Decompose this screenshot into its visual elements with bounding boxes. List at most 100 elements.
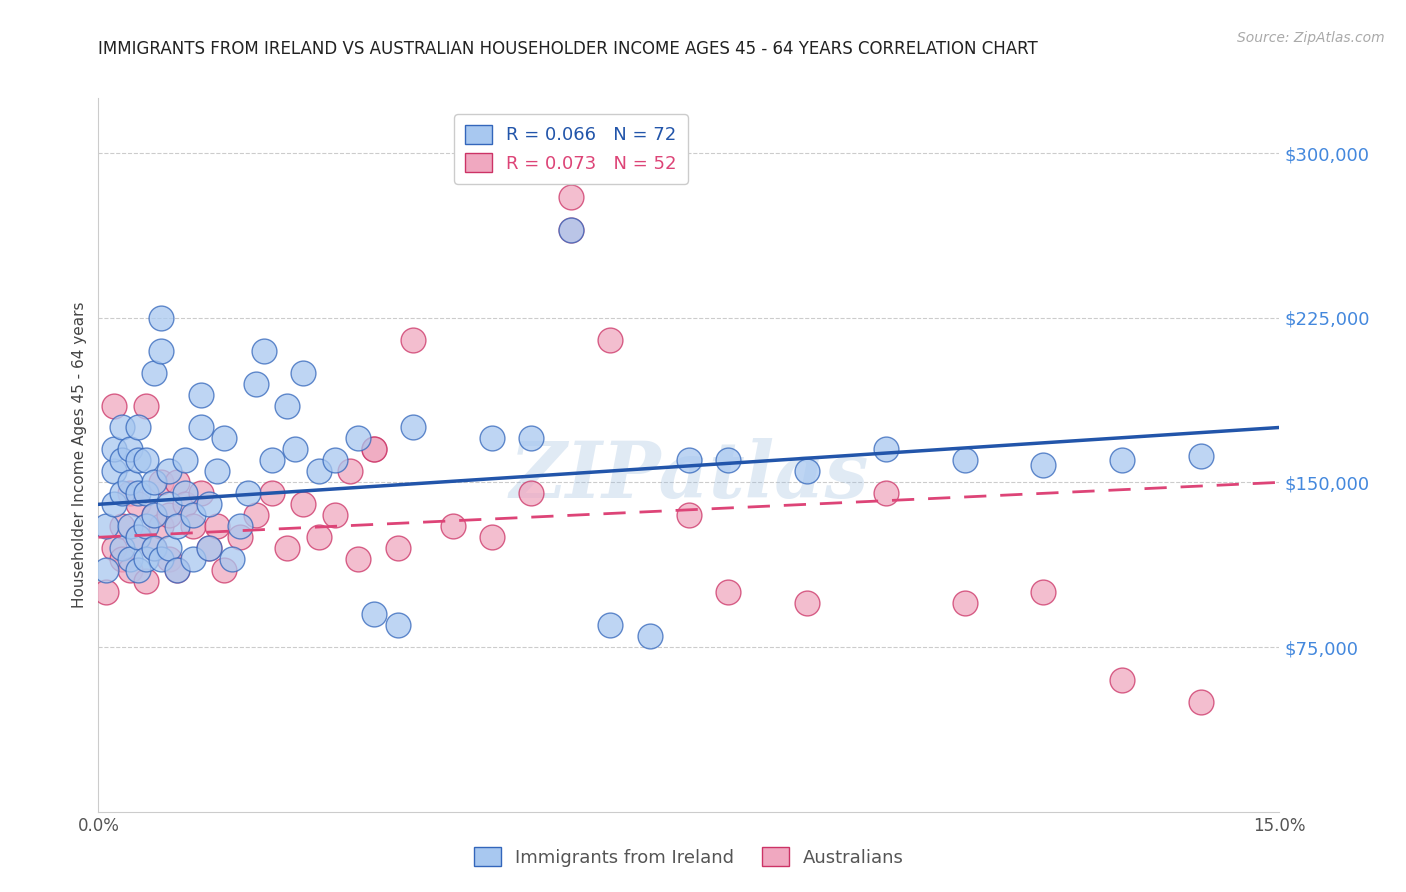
Point xyxy=(678,508,700,523)
Point xyxy=(197,497,219,511)
Point xyxy=(142,508,165,523)
Point xyxy=(118,552,141,566)
Point xyxy=(111,552,134,566)
Y-axis label: Householder Income Ages 45 - 64 years: Householder Income Ages 45 - 64 years xyxy=(72,301,87,608)
Point xyxy=(875,442,897,457)
Point xyxy=(166,563,188,577)
Point xyxy=(323,453,346,467)
Point xyxy=(236,486,259,500)
Point xyxy=(150,519,173,533)
Point xyxy=(190,387,212,401)
Point xyxy=(103,442,125,457)
Point xyxy=(166,475,188,490)
Point xyxy=(135,399,157,413)
Point xyxy=(157,464,180,478)
Point xyxy=(214,432,236,446)
Point xyxy=(387,618,409,632)
Point xyxy=(229,519,252,533)
Point xyxy=(157,497,180,511)
Point xyxy=(197,541,219,556)
Point xyxy=(253,343,276,358)
Point xyxy=(1032,458,1054,472)
Point xyxy=(111,453,134,467)
Point xyxy=(520,486,543,500)
Point xyxy=(135,486,157,500)
Point xyxy=(245,376,267,391)
Point xyxy=(103,541,125,556)
Point xyxy=(135,552,157,566)
Point xyxy=(402,420,425,434)
Point xyxy=(441,519,464,533)
Point xyxy=(339,464,361,478)
Point xyxy=(118,475,141,490)
Point xyxy=(142,541,165,556)
Point xyxy=(190,486,212,500)
Point xyxy=(953,596,976,610)
Point xyxy=(560,223,582,237)
Point xyxy=(174,497,197,511)
Point xyxy=(135,453,157,467)
Point xyxy=(96,563,118,577)
Point xyxy=(678,453,700,467)
Point xyxy=(142,366,165,380)
Point xyxy=(157,552,180,566)
Point xyxy=(111,486,134,500)
Point xyxy=(260,453,283,467)
Point xyxy=(181,508,204,523)
Point xyxy=(166,563,188,577)
Point xyxy=(560,223,582,237)
Point xyxy=(103,497,125,511)
Point xyxy=(157,508,180,523)
Point xyxy=(190,420,212,434)
Text: IMMIGRANTS FROM IRELAND VS AUSTRALIAN HOUSEHOLDER INCOME AGES 45 - 64 YEARS CORR: IMMIGRANTS FROM IRELAND VS AUSTRALIAN HO… xyxy=(98,40,1038,58)
Point xyxy=(118,519,141,533)
Point xyxy=(181,552,204,566)
Point xyxy=(174,486,197,500)
Point xyxy=(292,497,315,511)
Point xyxy=(127,563,149,577)
Point xyxy=(96,519,118,533)
Point xyxy=(205,519,228,533)
Point xyxy=(142,508,165,523)
Point xyxy=(150,475,173,490)
Point xyxy=(197,541,219,556)
Point xyxy=(796,464,818,478)
Point xyxy=(875,486,897,500)
Point xyxy=(127,420,149,434)
Point xyxy=(150,310,173,325)
Point xyxy=(127,530,149,544)
Point xyxy=(363,442,385,457)
Point xyxy=(150,343,173,358)
Point xyxy=(717,453,740,467)
Point xyxy=(111,420,134,434)
Point xyxy=(599,333,621,347)
Point xyxy=(245,508,267,523)
Point xyxy=(111,541,134,556)
Point xyxy=(103,464,125,478)
Point xyxy=(127,453,149,467)
Point xyxy=(118,486,141,500)
Point xyxy=(308,464,330,478)
Point xyxy=(214,563,236,577)
Point xyxy=(127,486,149,500)
Point xyxy=(481,432,503,446)
Point xyxy=(142,475,165,490)
Point xyxy=(347,552,370,566)
Point xyxy=(96,585,118,599)
Point xyxy=(260,486,283,500)
Text: ZIPatlas: ZIPatlas xyxy=(509,438,869,515)
Point xyxy=(166,519,188,533)
Point xyxy=(481,530,503,544)
Point xyxy=(292,366,315,380)
Point xyxy=(1189,695,1212,709)
Point xyxy=(1032,585,1054,599)
Point xyxy=(111,519,134,533)
Point xyxy=(387,541,409,556)
Point xyxy=(402,333,425,347)
Point xyxy=(796,596,818,610)
Point xyxy=(347,432,370,446)
Point xyxy=(127,530,149,544)
Point xyxy=(560,190,582,204)
Point xyxy=(308,530,330,544)
Point xyxy=(1111,453,1133,467)
